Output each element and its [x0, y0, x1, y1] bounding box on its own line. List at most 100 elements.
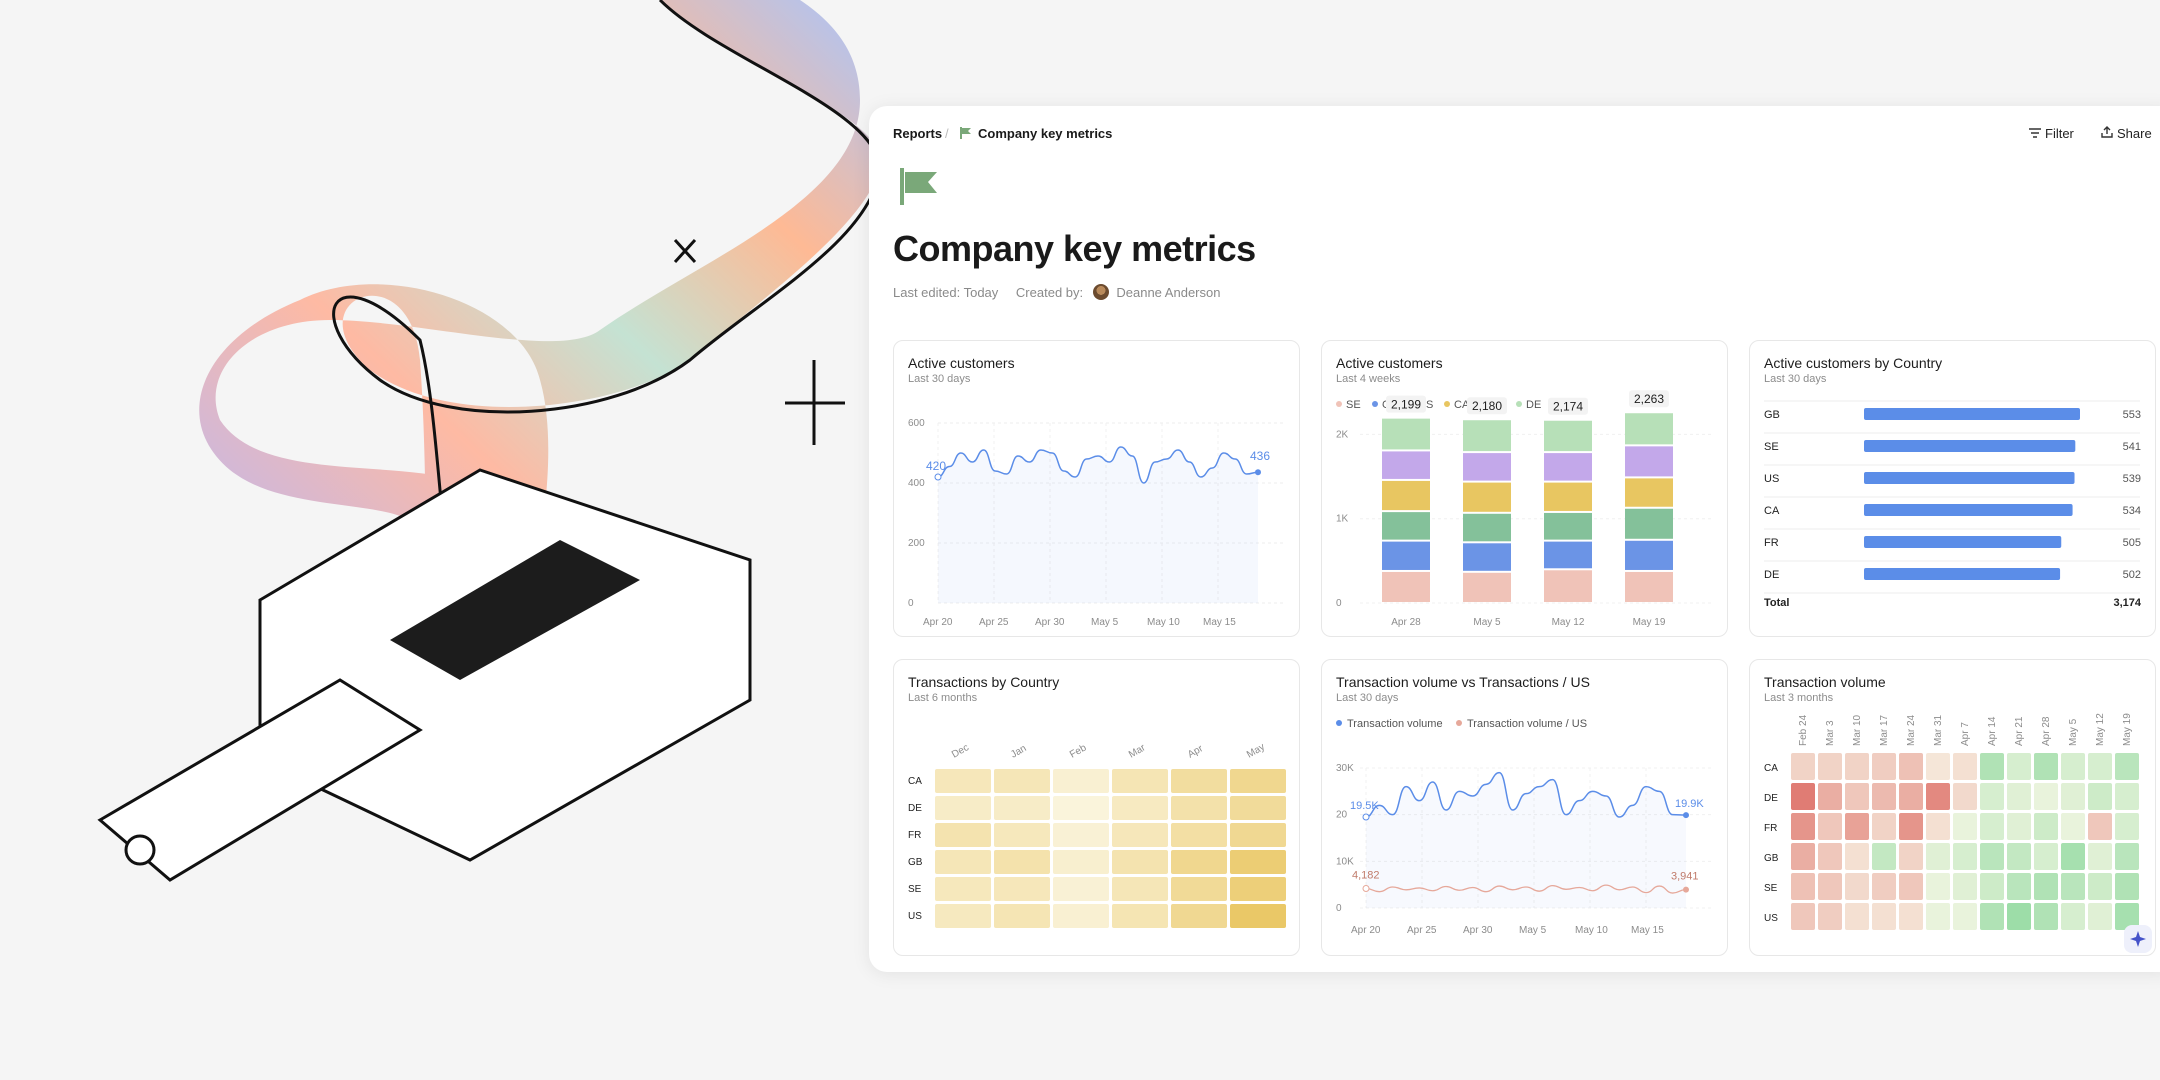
- end-point: [1683, 812, 1689, 819]
- heatmap-cell: [2034, 783, 2058, 810]
- heatmap-cell: [1053, 904, 1109, 928]
- column-label: May 5: [2068, 718, 2079, 746]
- heatmap-cell: [1980, 783, 2004, 810]
- bar-total-label: 2,263: [1634, 392, 1664, 406]
- card-customers-by-country[interactable]: Active customers by Country Last 30 days…: [1749, 340, 2156, 637]
- legend-swatch: [1372, 401, 1378, 407]
- y-tick-label: 0: [1336, 598, 1342, 609]
- card-title: Active customers by Country: [1764, 355, 1943, 371]
- heatmap-cell: [2088, 873, 2112, 900]
- card-subtitle: Last 30 days: [908, 373, 971, 385]
- heatmap-cell: [1899, 843, 1923, 870]
- total-label-bg: [1629, 390, 1669, 408]
- stacked-bar-segment: [1544, 570, 1592, 602]
- heatmap-cell: [1791, 783, 1815, 810]
- heatmap-cell: [1818, 903, 1842, 930]
- breadcrumb-root[interactable]: Reports: [893, 126, 943, 141]
- heatmap-cell: [1053, 796, 1109, 820]
- row-label: DE: [1764, 793, 1778, 804]
- heatmap-cell: [1112, 823, 1168, 847]
- heatmap-cell: [1953, 753, 1977, 780]
- country-label: GB: [1764, 409, 1780, 421]
- share-button[interactable]: Share: [2117, 126, 2152, 141]
- card-subtitle: Last 3 months: [1764, 692, 1834, 704]
- heatmap-cell: [2061, 813, 2085, 840]
- ai-assistant-button[interactable]: [2124, 925, 2152, 953]
- y-tick-label: 10K: [1336, 856, 1354, 867]
- heatmap-cell: [1980, 873, 2004, 900]
- heatmap-cell: [1230, 823, 1286, 847]
- card-active-customers[interactable]: Active customers Last 30 days 600 400 200 0…: [893, 340, 1300, 637]
- row-label: FR: [1764, 823, 1777, 834]
- x-tick-label: May 5: [1473, 617, 1501, 628]
- stacked-bar-segment: [1625, 413, 1673, 445]
- heatmap-cell: [2007, 813, 2031, 840]
- card-active-customers-weeks[interactable]: Active customers Last 4 weeks SEGBUSCAFR…: [1321, 340, 1728, 637]
- heatmap-cell: [2007, 753, 2031, 780]
- report-window: Reports / Company key metrics Filter Sha…: [869, 106, 2160, 972]
- legend-swatch: [1516, 401, 1522, 407]
- total-label-bg: [1386, 395, 1426, 413]
- end-point: [1255, 469, 1261, 476]
- column-label: Feb: [1068, 742, 1089, 760]
- column-label: Apr 14: [1987, 716, 1998, 746]
- column-label: May 19: [2122, 713, 2133, 746]
- heatmap-cell: [1171, 904, 1227, 928]
- author-name[interactable]: Deanne Anderson: [1116, 285, 1221, 300]
- column-label: Feb 24: [1798, 714, 1809, 746]
- x-tick-label: Apr 25: [979, 617, 1009, 628]
- heatmap-cell: [2034, 873, 2058, 900]
- heatmap-cell: [935, 850, 991, 874]
- filter-button[interactable]: Filter: [2045, 126, 2074, 141]
- stacked-bar-segment: [1382, 418, 1430, 450]
- heatmap-cell: [1899, 813, 1923, 840]
- column-label: May: [1245, 742, 1267, 761]
- card-volume-vs-transactions[interactable]: Transaction volume vs Transactions / US …: [1321, 659, 1728, 956]
- stacked-bar-segment: [1463, 482, 1511, 512]
- stacked-bar-segment: [1625, 571, 1673, 602]
- handle-cap: [124, 834, 156, 866]
- breadcrumb-current[interactable]: Company key metrics: [978, 126, 1113, 141]
- column-label: Mar 31: [1933, 714, 1944, 746]
- heatmap-cell: [1818, 753, 1842, 780]
- x-tick-label: May 5: [1091, 617, 1119, 628]
- total-label-bg: [1548, 397, 1588, 415]
- card-title: Transaction volume vs Transactions / US: [1336, 674, 1590, 690]
- page-title: Company key metrics: [893, 228, 1256, 269]
- heatmap-cell: [1845, 903, 1869, 930]
- stacked-bar-segment: [1463, 543, 1511, 571]
- page-flag-icon: [900, 168, 937, 205]
- heatmap-cell: [1926, 903, 1950, 930]
- red-end-label: 3,941: [1671, 871, 1699, 883]
- heatmap-cell: [2061, 903, 2085, 930]
- heatmap-cell: [1953, 813, 1977, 840]
- x-tick-label: May 10: [1575, 925, 1608, 936]
- stacked-bar-segment: [1382, 541, 1430, 570]
- card-transaction-volume[interactable]: Transaction volume Last 3 months Feb 24 M…: [1749, 659, 2156, 956]
- heatmap-cell: [935, 796, 991, 820]
- heatmap-cell: [1171, 850, 1227, 874]
- crosshair-icon: [785, 360, 845, 445]
- card-transactions-by-country[interactable]: Transactions by Country Last 6 months De…: [893, 659, 1300, 956]
- blue-end-label: 19.9K: [1675, 798, 1704, 810]
- heatmap-cell: [2088, 783, 2112, 810]
- volume-line-chart: Transaction volume Transaction volume / U…: [1336, 718, 1712, 936]
- heatmap-cell: [1899, 753, 1923, 780]
- card-subtitle: Last 6 months: [908, 692, 978, 704]
- card-title: Active customers: [1336, 355, 1443, 371]
- heatmap-cell: [1818, 813, 1842, 840]
- legend-swatch: [1444, 401, 1450, 407]
- heatmap-cell: [935, 823, 991, 847]
- heatmap-cell: [1230, 769, 1286, 793]
- heatmap-cell: [1230, 877, 1286, 901]
- sparkle-icon: [2130, 931, 2146, 947]
- heatmap-cell: [1980, 903, 2004, 930]
- column-label: Mar: [1127, 742, 1148, 760]
- horizontal-bar: [1864, 568, 2061, 580]
- heatmap-cell: [2061, 783, 2085, 810]
- dispenser-slot: [390, 540, 640, 680]
- ribbon-outline: [332, 0, 870, 641]
- legend-label: Transaction volume: [1347, 718, 1443, 730]
- x-tick-label: Apr 20: [923, 617, 953, 628]
